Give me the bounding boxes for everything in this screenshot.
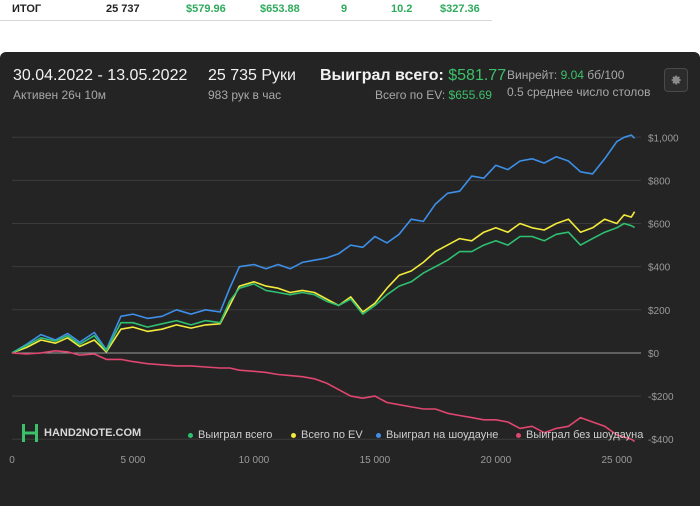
watermark-logo: HAND2NOTE.COM	[22, 424, 141, 442]
winrate-value: 9.04	[560, 68, 584, 82]
x-tick-label: 20 000	[481, 455, 512, 466]
hands-per-hour: 983 рук в час	[208, 88, 282, 102]
y-tick-label: $1,000	[648, 133, 679, 144]
series-line	[11, 211, 636, 354]
chart-series	[11, 134, 636, 443]
ev-total-label: Всего по EV:	[375, 88, 446, 102]
y-axis-ticks: $1,000 $800 $600 $400 $200 $0 -$200 -$400	[648, 133, 679, 446]
x-tick-label: 5 000	[120, 455, 145, 466]
summary-won: $579.96	[186, 3, 226, 15]
y-tick-label: $400	[648, 263, 671, 274]
legend-ev-dot	[291, 432, 296, 438]
hands-count: 25 735 Руки	[208, 67, 296, 84]
summary-col5: 10.2	[391, 3, 413, 15]
ev-total: Всего по EV: $655.69	[375, 88, 492, 102]
x-tick-label: 15 000	[360, 455, 391, 466]
date-range: 30.04.2022 - 13.05.2022	[13, 67, 188, 84]
legend-showdown-dot	[376, 432, 381, 438]
settings-button[interactable]	[664, 68, 688, 92]
hand2note-logo-icon	[22, 424, 38, 442]
legend-ev-label: Всего по EV	[301, 429, 363, 441]
series-line	[11, 222, 635, 354]
chart-grid	[12, 136, 641, 440]
legend-no-showdown-label: Выиграл без шоудауна	[526, 429, 644, 441]
winrate-unit: бб/100	[587, 68, 625, 82]
x-axis-ticks: 0 5 000 10 000 15 000 20 000 25 000	[9, 455, 632, 466]
ev-total-value: $655.69	[448, 88, 492, 102]
graph-panel: 30.04.2022 - 13.05.2022 Активен 26ч 10м …	[0, 52, 700, 506]
y-tick-label: $600	[648, 220, 671, 231]
y-tick-label: $200	[648, 306, 671, 317]
y-tick-label: -$400	[648, 435, 674, 446]
legend-won: Выиграл всего	[188, 429, 272, 441]
legend-showdown: Выиграл на шоудауне	[376, 429, 498, 441]
series-line	[11, 134, 636, 354]
summary-col6: $327.36	[440, 3, 480, 15]
summary-label: ИТОГ	[12, 3, 42, 15]
x-tick-label: 0	[9, 455, 15, 466]
y-tick-label: $800	[648, 176, 671, 187]
legend-won-label: Выиграл всего	[198, 429, 273, 441]
legend-no-showdown-dot	[516, 432, 521, 438]
y-tick-label: -$200	[648, 392, 674, 403]
won-total-label: Выиграл всего:	[320, 67, 444, 84]
active-time: Активен 26ч 10м	[13, 88, 106, 102]
winrate: Винрейт: 9.04 бб/100	[507, 68, 624, 82]
x-tick-label: 25 000	[602, 455, 633, 466]
summary-ev: $653.88	[260, 3, 300, 15]
summary-total-row: ИТОГ 25 737 $579.96 $653.88 9 10.2 $327.…	[0, 0, 492, 21]
legend-ev: Всего по EV	[291, 429, 363, 441]
gear-icon	[671, 75, 681, 85]
y-tick-label: $0	[648, 349, 660, 360]
legend-showdown-label: Выиграл на шоудауне	[386, 429, 499, 441]
won-total: Выиграл всего: $581.77	[320, 67, 506, 85]
won-total-value: $581.77	[448, 67, 507, 84]
watermark-text: HAND2NOTE.COM	[44, 427, 142, 439]
x-tick-label: 10 000	[239, 455, 270, 466]
legend-won-dot	[188, 432, 193, 438]
summary-col4: 9	[341, 3, 348, 15]
legend-no-showdown: Выиграл без шоудауна	[516, 429, 643, 441]
summary-hands: 25 737	[106, 3, 140, 15]
series-line	[11, 349, 636, 443]
winrate-label: Винрейт:	[507, 68, 558, 82]
avg-tables: 0.5 среднее число столов	[507, 85, 651, 99]
